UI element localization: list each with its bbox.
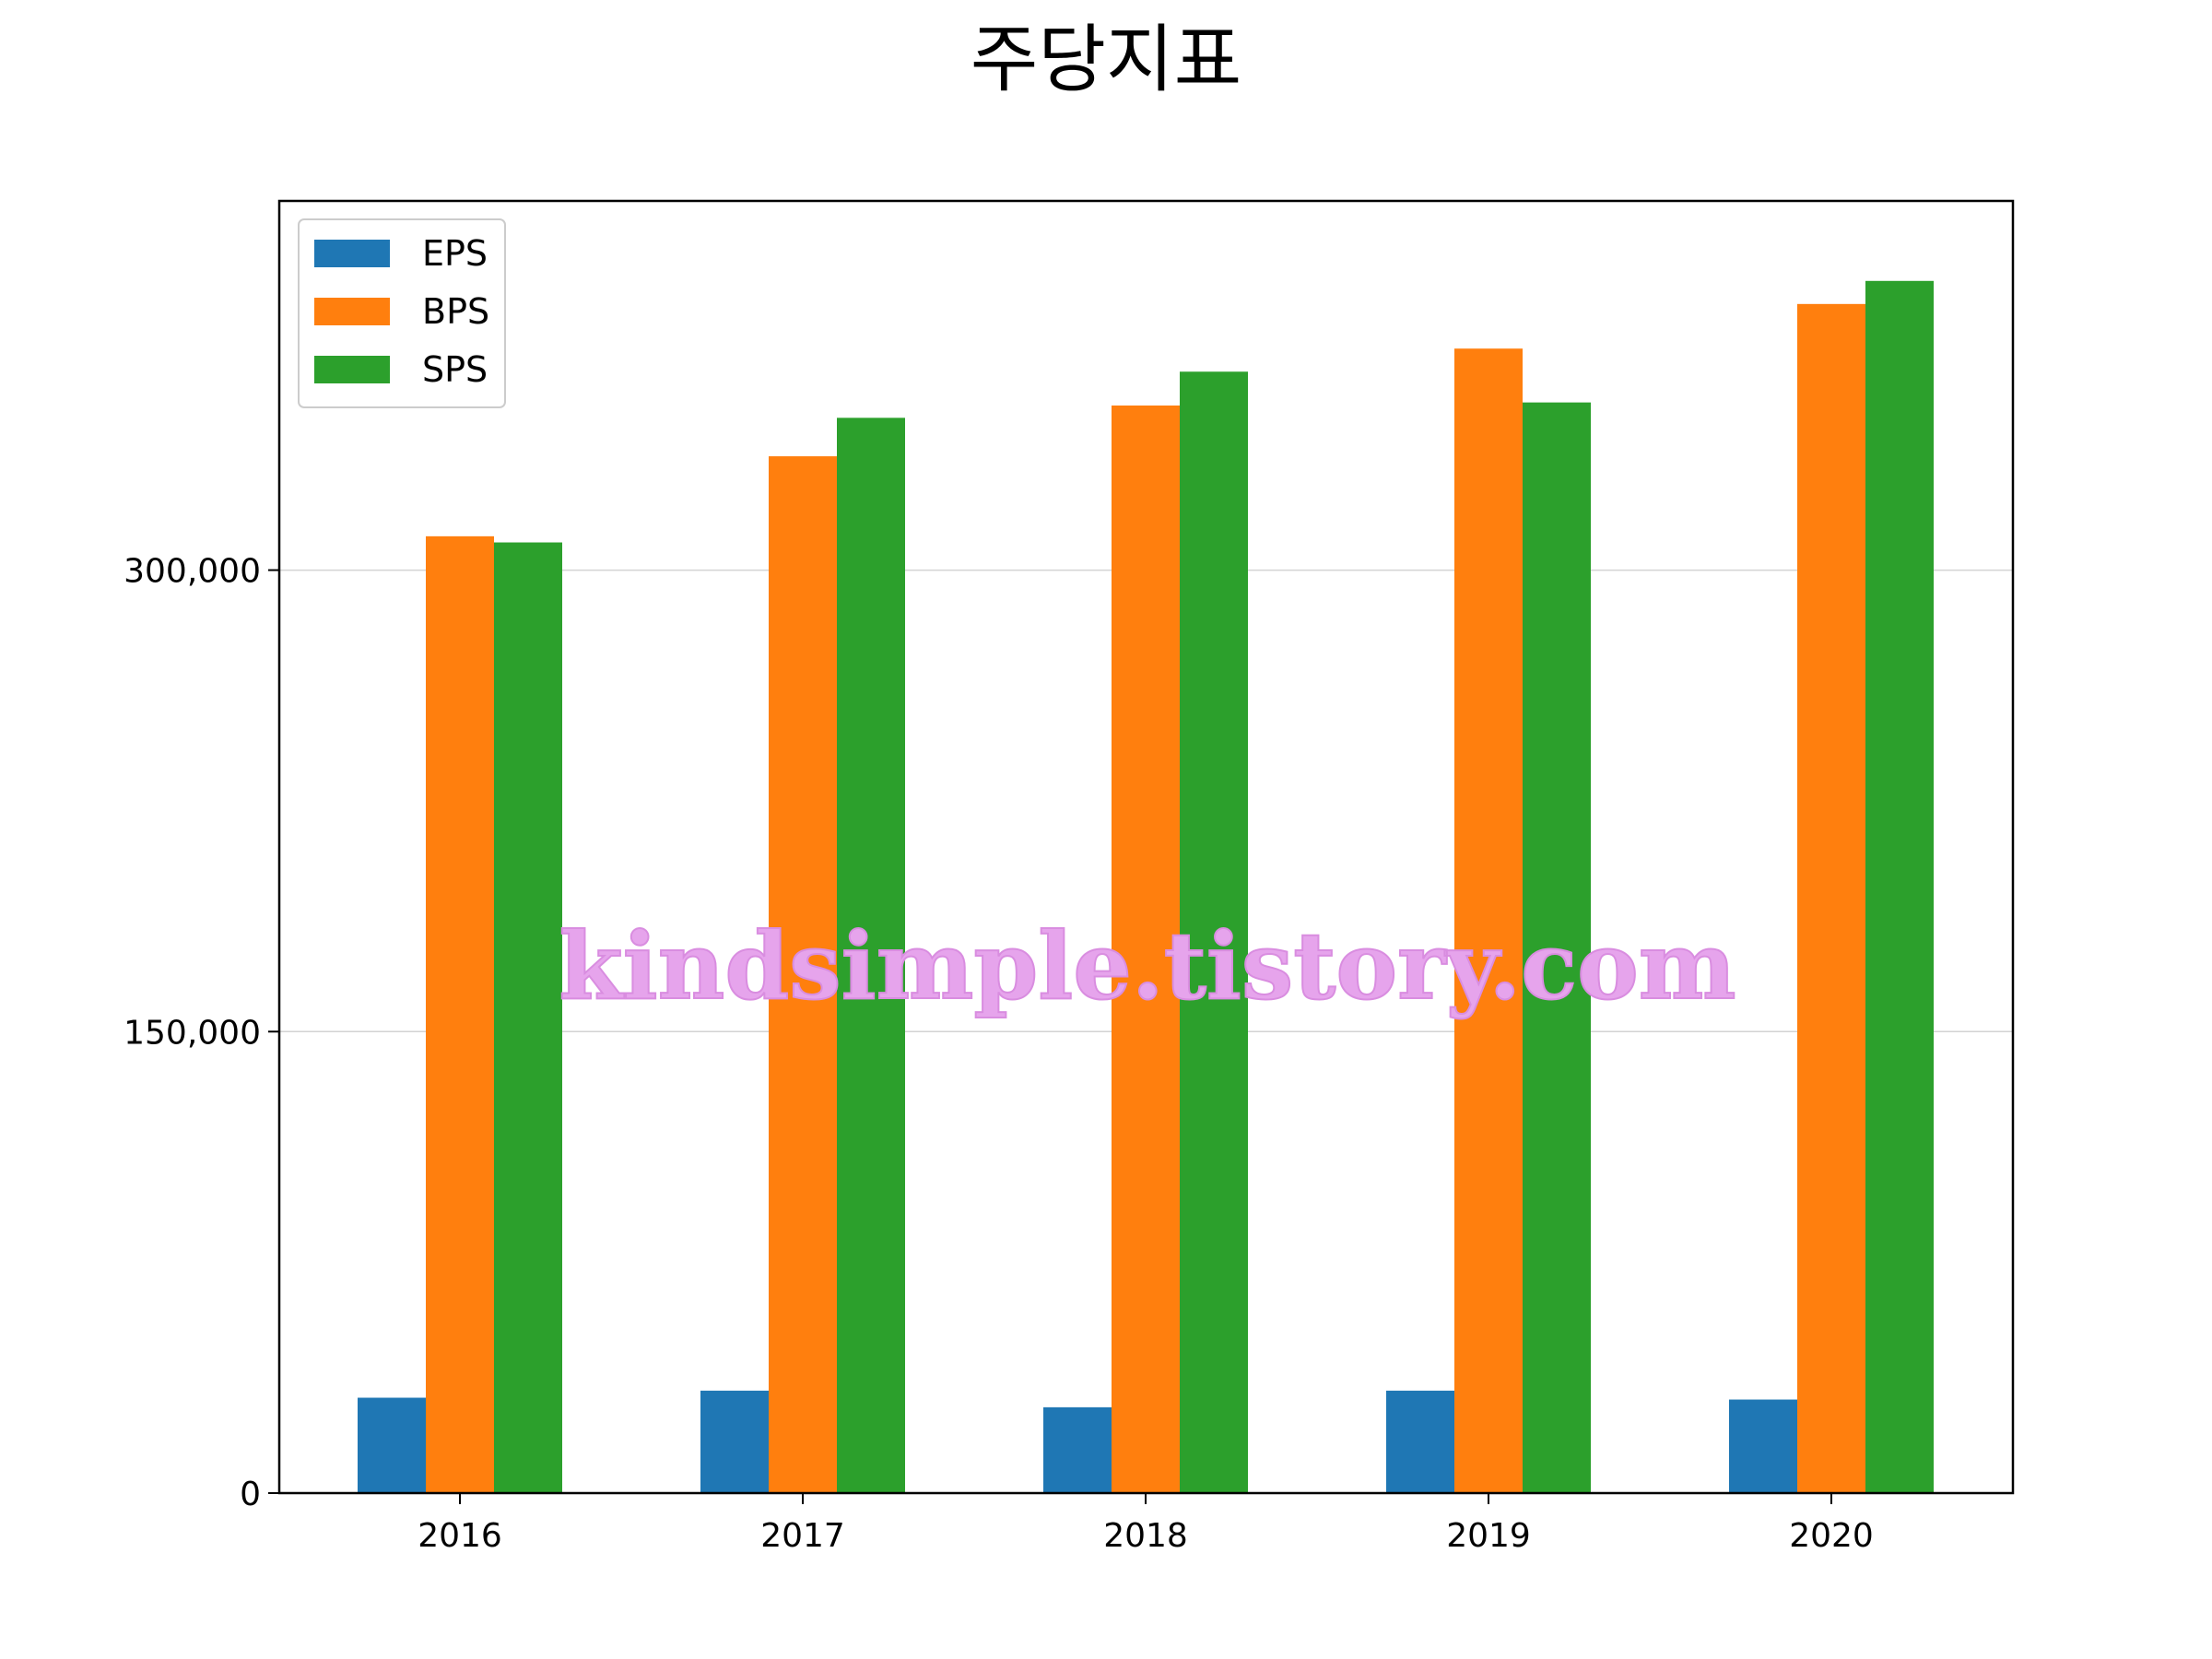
x-axis: 2016 2017 2018 2019 2020 [418,1493,1874,1555]
bar-eps-2018 [1043,1406,1112,1493]
bar-sps-2020 [1865,280,1934,1493]
legend-label-eps: EPS [422,233,488,274]
bars [358,280,1934,1494]
x-tick-label: 2016 [418,1517,502,1555]
legend-swatch-eps [314,240,390,267]
bar-eps-2017 [700,1390,769,1493]
y-tick-label: 0 [240,1476,261,1513]
bar-bps-2016 [426,535,494,1494]
x-tick-label: 2019 [1446,1517,1531,1555]
watermark-text: kindsimple.tistory.com [559,912,1735,1020]
x-tick-label: 2018 [1103,1517,1188,1555]
bar-sps-2019 [1523,402,1591,1493]
bar-sps-2016 [494,542,562,1493]
legend-swatch-bps [314,298,390,325]
y-tick-label: 300,000 [124,553,261,591]
bar-eps-2016 [358,1397,426,1493]
bar-eps-2019 [1386,1390,1454,1493]
x-tick-label: 2020 [1789,1517,1874,1555]
bar-bps-2018 [1112,405,1180,1493]
x-tick-label: 2017 [760,1517,845,1555]
bar-bps-2020 [1797,303,1865,1494]
bar-sps-2018 [1180,371,1248,1493]
legend: EPS BPS SPS [298,218,506,408]
legend-label-sps: SPS [422,349,488,390]
y-axis: 0 150,000 300,000 [124,553,279,1513]
chart-title: 주당지표 [971,17,1241,102]
bar-eps-2020 [1729,1399,1797,1493]
bar-bps-2019 [1454,348,1523,1494]
bar-bps-2017 [769,456,837,1493]
y-tick-label: 150,000 [124,1014,261,1052]
legend-label-bps: BPS [422,291,489,332]
bar-sps-2017 [837,418,905,1494]
legend-swatch-sps [314,356,390,383]
